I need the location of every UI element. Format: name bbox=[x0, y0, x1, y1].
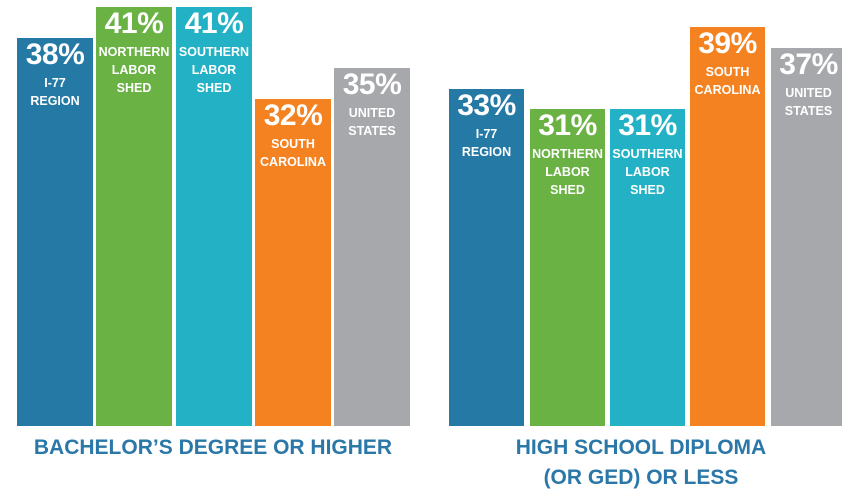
high-school-label-southern-labor-shed: SOUTHERN LABOR SHED bbox=[612, 147, 683, 197]
bachelors-value-northern-labor-shed: 41% bbox=[104, 7, 164, 40]
high-school-bar-south-carolina: 39% SOUTH CAROLINA bbox=[690, 27, 765, 426]
bachelors-value-united-states: 35% bbox=[342, 68, 402, 101]
bachelors-value-south-carolina: 32% bbox=[263, 99, 323, 132]
high-school-value-northern-labor-shed: 31% bbox=[538, 109, 597, 142]
bachelors-title: BACHELOR’S DEGREE OR HIGHER bbox=[0, 433, 426, 463]
high-school-label-i-77-region: I-77 REGION bbox=[461, 127, 512, 159]
bachelors-value-i-77-region: 38% bbox=[25, 38, 85, 71]
high-school-bar-united-states: 37% UNITED STATES bbox=[771, 48, 842, 426]
high-school-bar-northern-labor-shed: 31% NORTHERN LABOR SHED bbox=[530, 109, 605, 426]
bachelors-bar-south-carolina: 32% SOUTH CAROLINA bbox=[255, 99, 331, 426]
bachelors-bar-united-states: 35% UNITED STATES bbox=[334, 68, 410, 426]
bachelors-label-i-77-region: I-77 REGION bbox=[30, 76, 80, 108]
high-school-label-northern-labor-shed: NORTHERN LABOR SHED bbox=[532, 147, 603, 197]
high-school-value-southern-labor-shed: 31% bbox=[618, 109, 677, 142]
bachelors-label-south-carolina: SOUTH CAROLINA bbox=[260, 137, 326, 169]
bachelors-bar-i-77-region: 38% I-77 REGION bbox=[17, 38, 93, 426]
high-school-label-south-carolina: SOUTH CAROLINA bbox=[694, 65, 761, 97]
high-school-title: HIGH SCHOOL DIPLOMA (OR GED) OR LESS bbox=[440, 433, 842, 493]
bachelors-value-southern-labor-shed: 41% bbox=[184, 7, 244, 40]
high-school-value-south-carolina: 39% bbox=[698, 27, 757, 60]
bachelors-bar-northern-labor-shed: 41% NORTHERN LABOR SHED bbox=[96, 7, 172, 426]
bachelors-title-text: BACHELOR’S DEGREE OR HIGHER bbox=[33, 436, 393, 459]
bachelors-label-united-states: UNITED STATES bbox=[348, 106, 396, 138]
high-school-title-line2: (OR GED) OR LESS bbox=[543, 466, 739, 489]
high-school-bar-i-77-region: 33% I-77 REGION bbox=[449, 89, 524, 426]
bachelors-label-northern-labor-shed: NORTHERN LABOR SHED bbox=[98, 45, 170, 95]
high-school-label-united-states: UNITED STATES bbox=[784, 86, 833, 118]
high-school-value-i-77-region: 33% bbox=[457, 89, 516, 122]
high-school-bar-southern-labor-shed: 31% SOUTHERN LABOR SHED bbox=[610, 109, 685, 426]
bachelors-label-southern-labor-shed: SOUTHERN LABOR SHED bbox=[178, 45, 250, 95]
high-school-value-united-states: 37% bbox=[779, 48, 838, 81]
bachelors-bar-southern-labor-shed: 41% SOUTHERN LABOR SHED bbox=[176, 7, 252, 426]
high-school-title-line1: HIGH SCHOOL DIPLOMA bbox=[515, 436, 767, 459]
